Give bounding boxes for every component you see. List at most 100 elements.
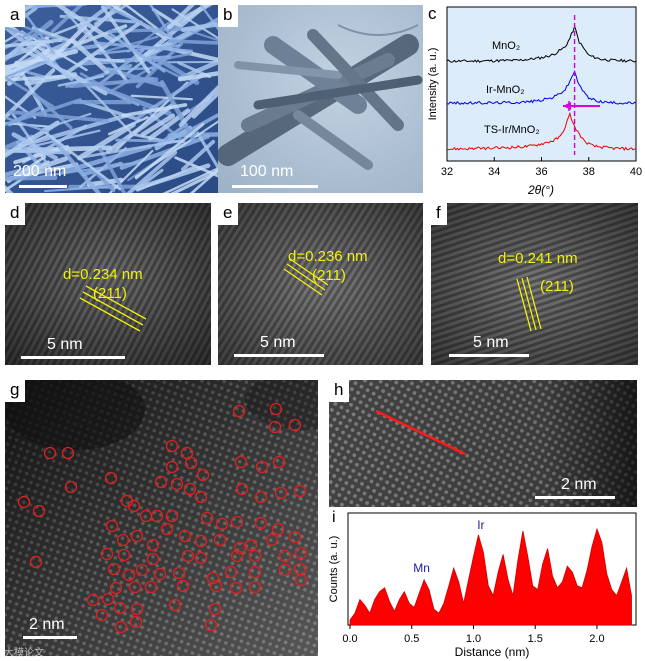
scale-text-d: 5 nm [47, 336, 83, 353]
nanowire [121, 103, 188, 118]
atom-marker-circle [288, 418, 302, 432]
atom-marker-circle [105, 519, 119, 533]
scale-text-g: 2 nm [29, 616, 65, 633]
scale-bar-b [232, 185, 318, 188]
atom-marker-circle [268, 420, 282, 434]
panel-c-xrd-chart: 32 34 36 38 40 MnO₂ Ir-MnO₂ TS-Ir/MnO₂ 2θ(°)… [424, 5, 645, 198]
atom-marker-circle [117, 548, 131, 562]
atom-marker-circle [101, 592, 115, 606]
haadf-linescan-image [329, 380, 637, 507]
scale-bar-d [21, 356, 125, 359]
profile-y-axis-label: Counts (a. u.) [328, 536, 340, 603]
xrd-x-tick-label: 32 [441, 166, 453, 178]
profile-x-tick-label: 2.0 [589, 633, 604, 645]
atom-marker-circle [274, 486, 288, 500]
nanowire [97, 44, 181, 55]
nanowire [57, 75, 105, 87]
panel-label-f: f [431, 203, 447, 225]
atom-marker-circle [181, 549, 195, 563]
nanowire [5, 175, 58, 181]
atom-marker-circle [269, 402, 283, 416]
atom-marker-circle [122, 568, 136, 582]
line-profile-chart: 0.0 0.5 1.0 1.5 2.0 Mn Ir Distance (nm) Coun… [328, 512, 637, 659]
panel-label-g: g [5, 380, 26, 402]
panel-f-hrtem-image: f d=0.241 nm (211) 5 nm [431, 203, 638, 365]
panel-h-haadf-image: h 2 nm [329, 380, 637, 507]
panel-label-a: a [5, 5, 26, 27]
atom-marker-circle [130, 529, 144, 543]
plane-label-f: (211) [540, 278, 574, 295]
atom-marker-circle [293, 484, 307, 498]
profile-x-tick-label: 0.0 [342, 633, 357, 645]
profile-x-axis-label: Distance (nm) [455, 645, 530, 659]
scale-bar-f [449, 354, 529, 357]
atom-marker-circle [272, 455, 286, 469]
atom-marker-circle [130, 602, 144, 616]
d-spacing-label-d: d=0.234 nm [63, 266, 143, 283]
atom-marker-circle [168, 598, 182, 612]
nanowire [48, 23, 88, 64]
tem-nanorods-image [218, 5, 423, 193]
nanowire [100, 5, 151, 74]
hrtem-lattice-e [218, 203, 423, 365]
atom-marker-circle [64, 480, 78, 494]
atom-marker-circle [116, 533, 130, 547]
panel-label-h: h [329, 380, 350, 402]
scale-text-b: 100 nm [240, 163, 294, 180]
atom-marker-circle [204, 618, 218, 632]
atom-marker-circle [278, 549, 292, 563]
atom-marker-circle [213, 533, 227, 547]
nanowire [8, 110, 109, 123]
atom-marker-circle [128, 580, 142, 594]
atom-marker-circle [29, 555, 43, 569]
panel-label-e: e [218, 203, 239, 225]
scale-text-a: 200 nm [13, 163, 67, 180]
xrd-x-tick-label: 38 [583, 166, 595, 178]
profile-annotation-ir: Ir [477, 518, 484, 532]
nanowire [5, 162, 79, 182]
xrd-x-tick-label: 34 [488, 166, 500, 178]
nanowire [11, 132, 59, 161]
nanowire [166, 5, 196, 30]
nanowire [134, 122, 205, 180]
panel-a-sem-image: a 200 nm [5, 5, 218, 193]
atom-marker-circle [215, 517, 229, 531]
atom-marker-circle [172, 566, 186, 580]
panel-d-hrtem-image: d d=0.234 nm (211) 5 nm [5, 203, 211, 365]
nanowire [5, 26, 54, 44]
atom-marker-circle [224, 565, 238, 579]
nanowire [16, 140, 51, 177]
atom-marker-circle [233, 541, 247, 555]
panel-g-haadf-image: g 2 nm [5, 380, 318, 656]
nanowire [153, 52, 192, 63]
atom-marker-circle [230, 515, 244, 529]
panel-label-b: b [218, 5, 239, 27]
nanowire [6, 35, 34, 58]
panel-i-lineprofile-chart: 0.0 0.5 1.0 1.5 2.0 Mn Ir Distance (nm) Coun… [322, 510, 645, 661]
d-spacing-label-f: d=0.241 nm [498, 250, 578, 267]
atom-marker-circle [43, 446, 57, 460]
xrd-annotation-ts-ir-mno2: TS-Ir/MnO₂ [484, 124, 540, 136]
atom-marker-circle [165, 509, 179, 523]
nanowire [178, 59, 218, 81]
nanowire [5, 38, 63, 48]
scale-text-f: 5 nm [473, 334, 509, 351]
atom-marker-circle [194, 490, 208, 504]
nanowire [126, 150, 178, 193]
atom-marker-circle [229, 581, 243, 595]
atom-marker-circle [271, 522, 285, 536]
nanowire [180, 21, 218, 33]
nanowire [162, 167, 218, 193]
nanowire [5, 95, 37, 119]
atom-marker-circle [178, 529, 192, 543]
atom-marker-circle [109, 581, 123, 595]
atom-marker-circle [127, 499, 141, 513]
atom-marker-circle [248, 549, 262, 563]
nanowire [191, 90, 218, 119]
plane-label-e: (211) [312, 267, 346, 284]
atom-marker-circle [232, 404, 246, 418]
atom-marker-circle [150, 509, 164, 523]
atom-marker-circle [154, 475, 168, 489]
nanowire [5, 30, 24, 43]
nanowire [196, 131, 218, 171]
